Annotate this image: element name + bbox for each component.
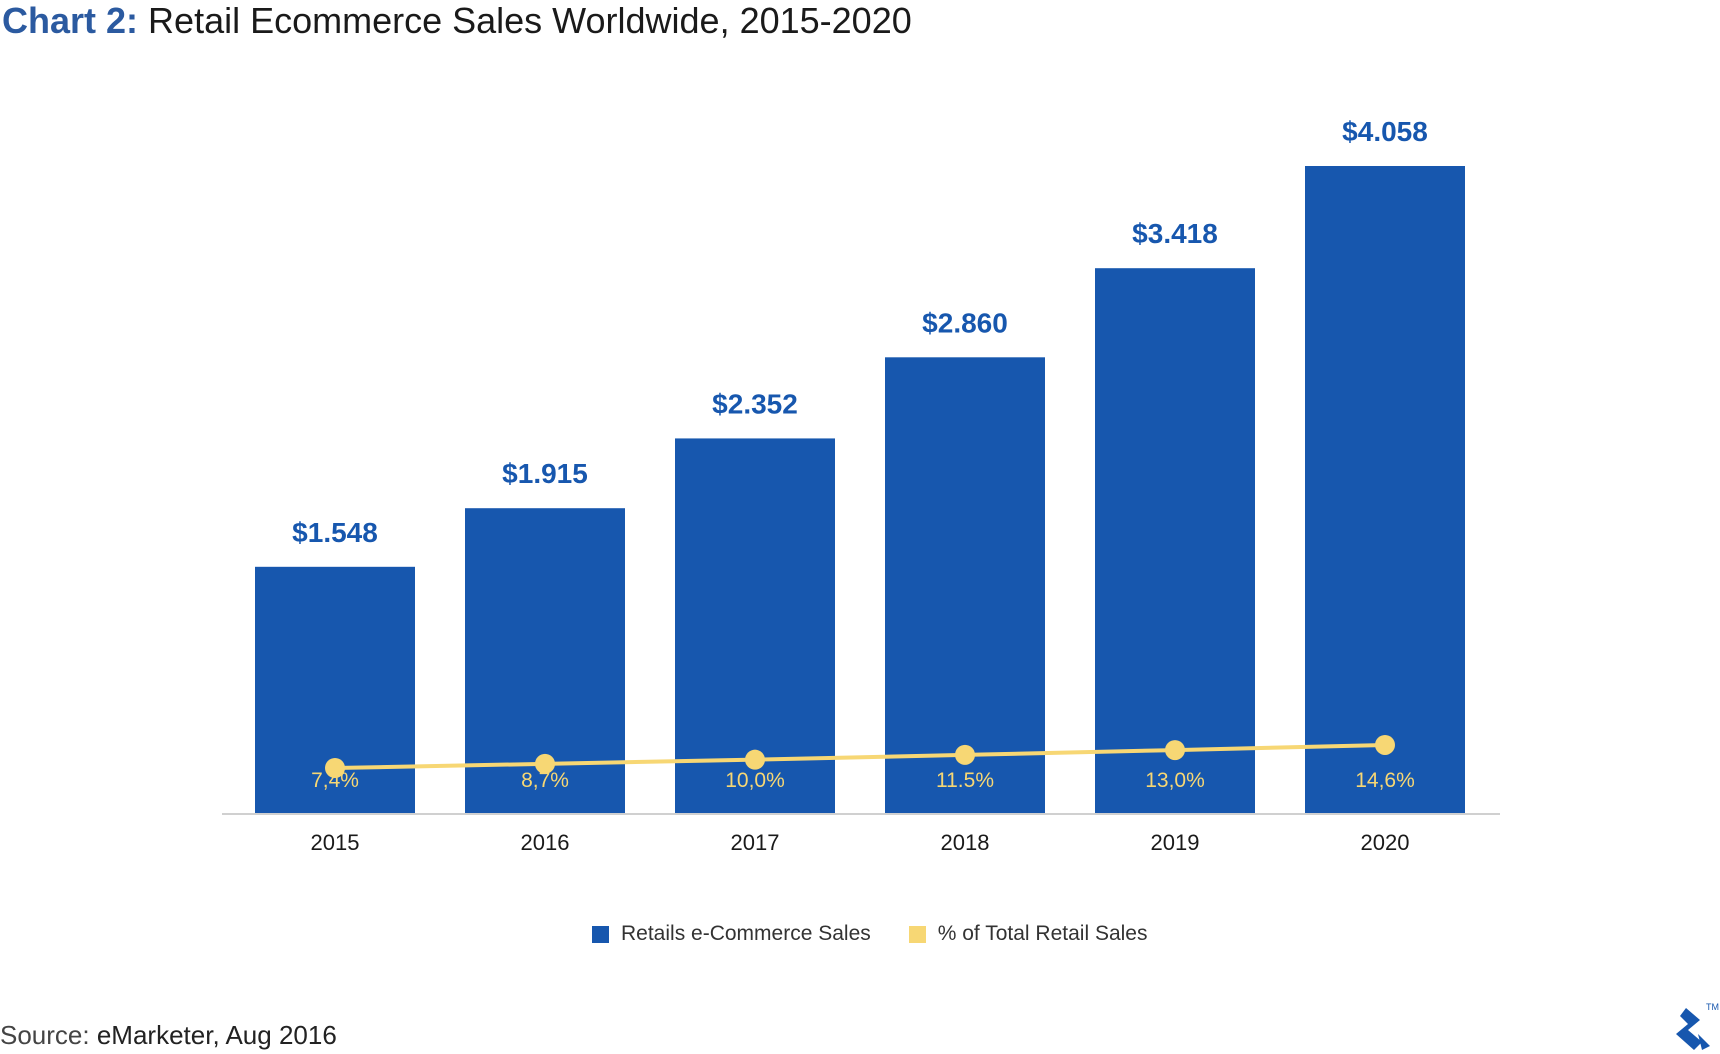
percent-line xyxy=(334,742,1386,770)
x-tick-label-2020: 2020 xyxy=(1361,830,1410,855)
chart-legend: Retails e-Commerce Sales % of Total Reta… xyxy=(592,922,1185,946)
x-tick-label-2018: 2018 xyxy=(941,830,990,855)
chart-title: Chart 2: Retail Ecommerce Sales Worldwid… xyxy=(2,0,912,42)
legend-swatch-percent xyxy=(908,925,926,943)
x-tick-label-2016: 2016 xyxy=(521,830,570,855)
x-tick-label-2019: 2019 xyxy=(1151,830,1200,855)
percent-label-2020: 14,6% xyxy=(1355,769,1415,792)
legend-item-percent: % of Total Retail Sales xyxy=(908,922,1148,946)
percent-label-2016: 8,7% xyxy=(521,769,569,792)
chart-title-main: Retail Ecommerce Sales Worldwide, 2015-2… xyxy=(148,0,912,41)
percent-point-2015 xyxy=(325,758,345,778)
source-label: Source: xyxy=(0,1020,90,1050)
bar-value-label-2017: $2.352 xyxy=(712,388,798,419)
legend-label-percent: % of Total Retail Sales xyxy=(937,922,1148,945)
svg-text:TM: TM xyxy=(1706,1002,1719,1012)
brand-logo-icon: TM xyxy=(1676,1002,1719,1050)
percent-point-2017 xyxy=(745,749,765,770)
percent-label-2017: 10,0% xyxy=(725,769,785,792)
bar-value-label-2019: $3.418 xyxy=(1132,218,1218,249)
percent-label-2019: 13,0% xyxy=(1145,769,1205,792)
chart-title-prefix: Chart 2: xyxy=(2,0,139,41)
source-text: eMarketer, Aug 2016 xyxy=(96,1020,337,1050)
percent-point-2018 xyxy=(955,744,975,765)
legend-label-sales: Retails e-Commerce Sales xyxy=(621,922,871,945)
bar-2018 xyxy=(885,357,1045,814)
bar-2019 xyxy=(1095,268,1255,814)
source-note: Source: eMarketer, Aug 2016 xyxy=(0,1020,337,1051)
legend-swatch-sales xyxy=(592,925,609,943)
legend-item-sales: Retails e-Commerce Sales xyxy=(592,922,871,946)
percent-label-2018: 11.5% xyxy=(936,769,994,792)
bar-value-label-2018: $2.860 xyxy=(922,307,1008,338)
percent-label-2015: 7,4% xyxy=(311,769,359,792)
x-tick-label-2015: 2015 xyxy=(311,830,360,855)
percent-point-2019 xyxy=(1165,740,1185,761)
percent-point-2020 xyxy=(1375,734,1395,755)
bar-value-label-2020: $4.058 xyxy=(1342,116,1428,147)
bar-value-label-2016: $1.915 xyxy=(502,458,588,489)
bar-2020 xyxy=(1305,166,1465,814)
bar-value-label-2015: $1.548 xyxy=(292,517,378,548)
x-tick-label-2017: 2017 xyxy=(731,830,780,855)
percent-point-2016 xyxy=(535,753,555,774)
chart-area: $1.548 $1.915 $2.352 $2.860 $3.418 $4.058 2015… xyxy=(222,116,1500,855)
